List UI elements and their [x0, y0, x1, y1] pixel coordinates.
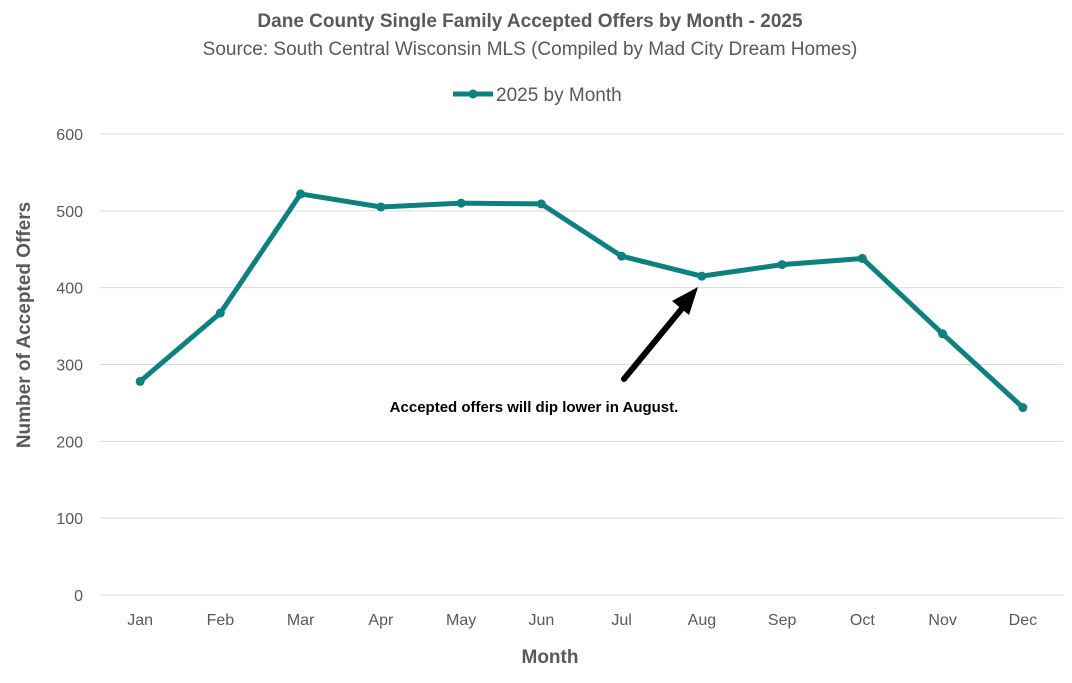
x-tick-label: Sep — [768, 612, 797, 629]
chart-subtitle: Source: South Central Wisconsin MLS (Com… — [203, 39, 858, 60]
x-tick-label: Dec — [1009, 612, 1037, 629]
series-line — [137, 191, 1026, 411]
data-point-aug — [697, 271, 707, 281]
y-tick-label: 100 — [56, 511, 83, 528]
x-tick-label: Mar — [287, 612, 315, 629]
chart-title: Dane County Single Family Accepted Offer… — [257, 11, 803, 32]
legend: 2025 by Month — [453, 85, 622, 106]
data-point-jan — [135, 376, 145, 386]
annotation: Accepted offers will dip lower in August… — [390, 287, 698, 416]
x-tick-label: May — [446, 612, 476, 629]
y-axis-ticks: 0 100 200 300 400 500 600 — [56, 127, 83, 605]
data-point-mar — [296, 189, 306, 199]
y-tick-label: 600 — [56, 127, 83, 144]
x-tick-label: Apr — [368, 612, 394, 629]
data-point-jun — [536, 199, 546, 209]
legend-label: 2025 by Month — [496, 85, 622, 106]
y-axis-title: Number of Accepted Offers — [14, 202, 35, 448]
gridlines — [100, 133, 1063, 596]
data-point-may — [456, 198, 466, 208]
y-tick-label: 400 — [56, 281, 83, 298]
x-tick-label: Jun — [528, 612, 554, 629]
x-tick-label: Oct — [850, 612, 875, 629]
y-tick-label: 500 — [56, 204, 83, 221]
x-tick-label: Nov — [928, 612, 956, 629]
data-point-sep — [777, 260, 787, 270]
y-tick-label: 0 — [74, 588, 83, 605]
y-tick-label: 300 — [56, 358, 83, 375]
data-point-nov — [938, 329, 948, 339]
x-axis-title: Month — [522, 647, 579, 668]
series-2025 — [135, 189, 1028, 413]
x-tick-label: Aug — [688, 612, 716, 629]
data-point-jul — [617, 251, 627, 261]
annotation-arrow-head — [672, 287, 698, 315]
data-point-dec — [1018, 403, 1028, 413]
annotation-text: Accepted offers will dip lower in August… — [390, 399, 679, 416]
data-point-oct — [857, 253, 867, 263]
data-point-feb — [215, 308, 225, 318]
annotation-arrow-shaft — [621, 303, 687, 382]
x-axis-ticks: Jan Feb Mar Apr May Jun Jul Aug Sep Oct Nov Dec — [127, 612, 1037, 629]
x-tick-label: Jan — [127, 612, 153, 629]
y-tick-label: 200 — [56, 434, 83, 451]
x-tick-label: Feb — [207, 612, 235, 629]
data-point-apr — [376, 202, 386, 212]
legend-marker-swatch — [468, 89, 478, 99]
x-tick-label: Jul — [611, 612, 631, 629]
